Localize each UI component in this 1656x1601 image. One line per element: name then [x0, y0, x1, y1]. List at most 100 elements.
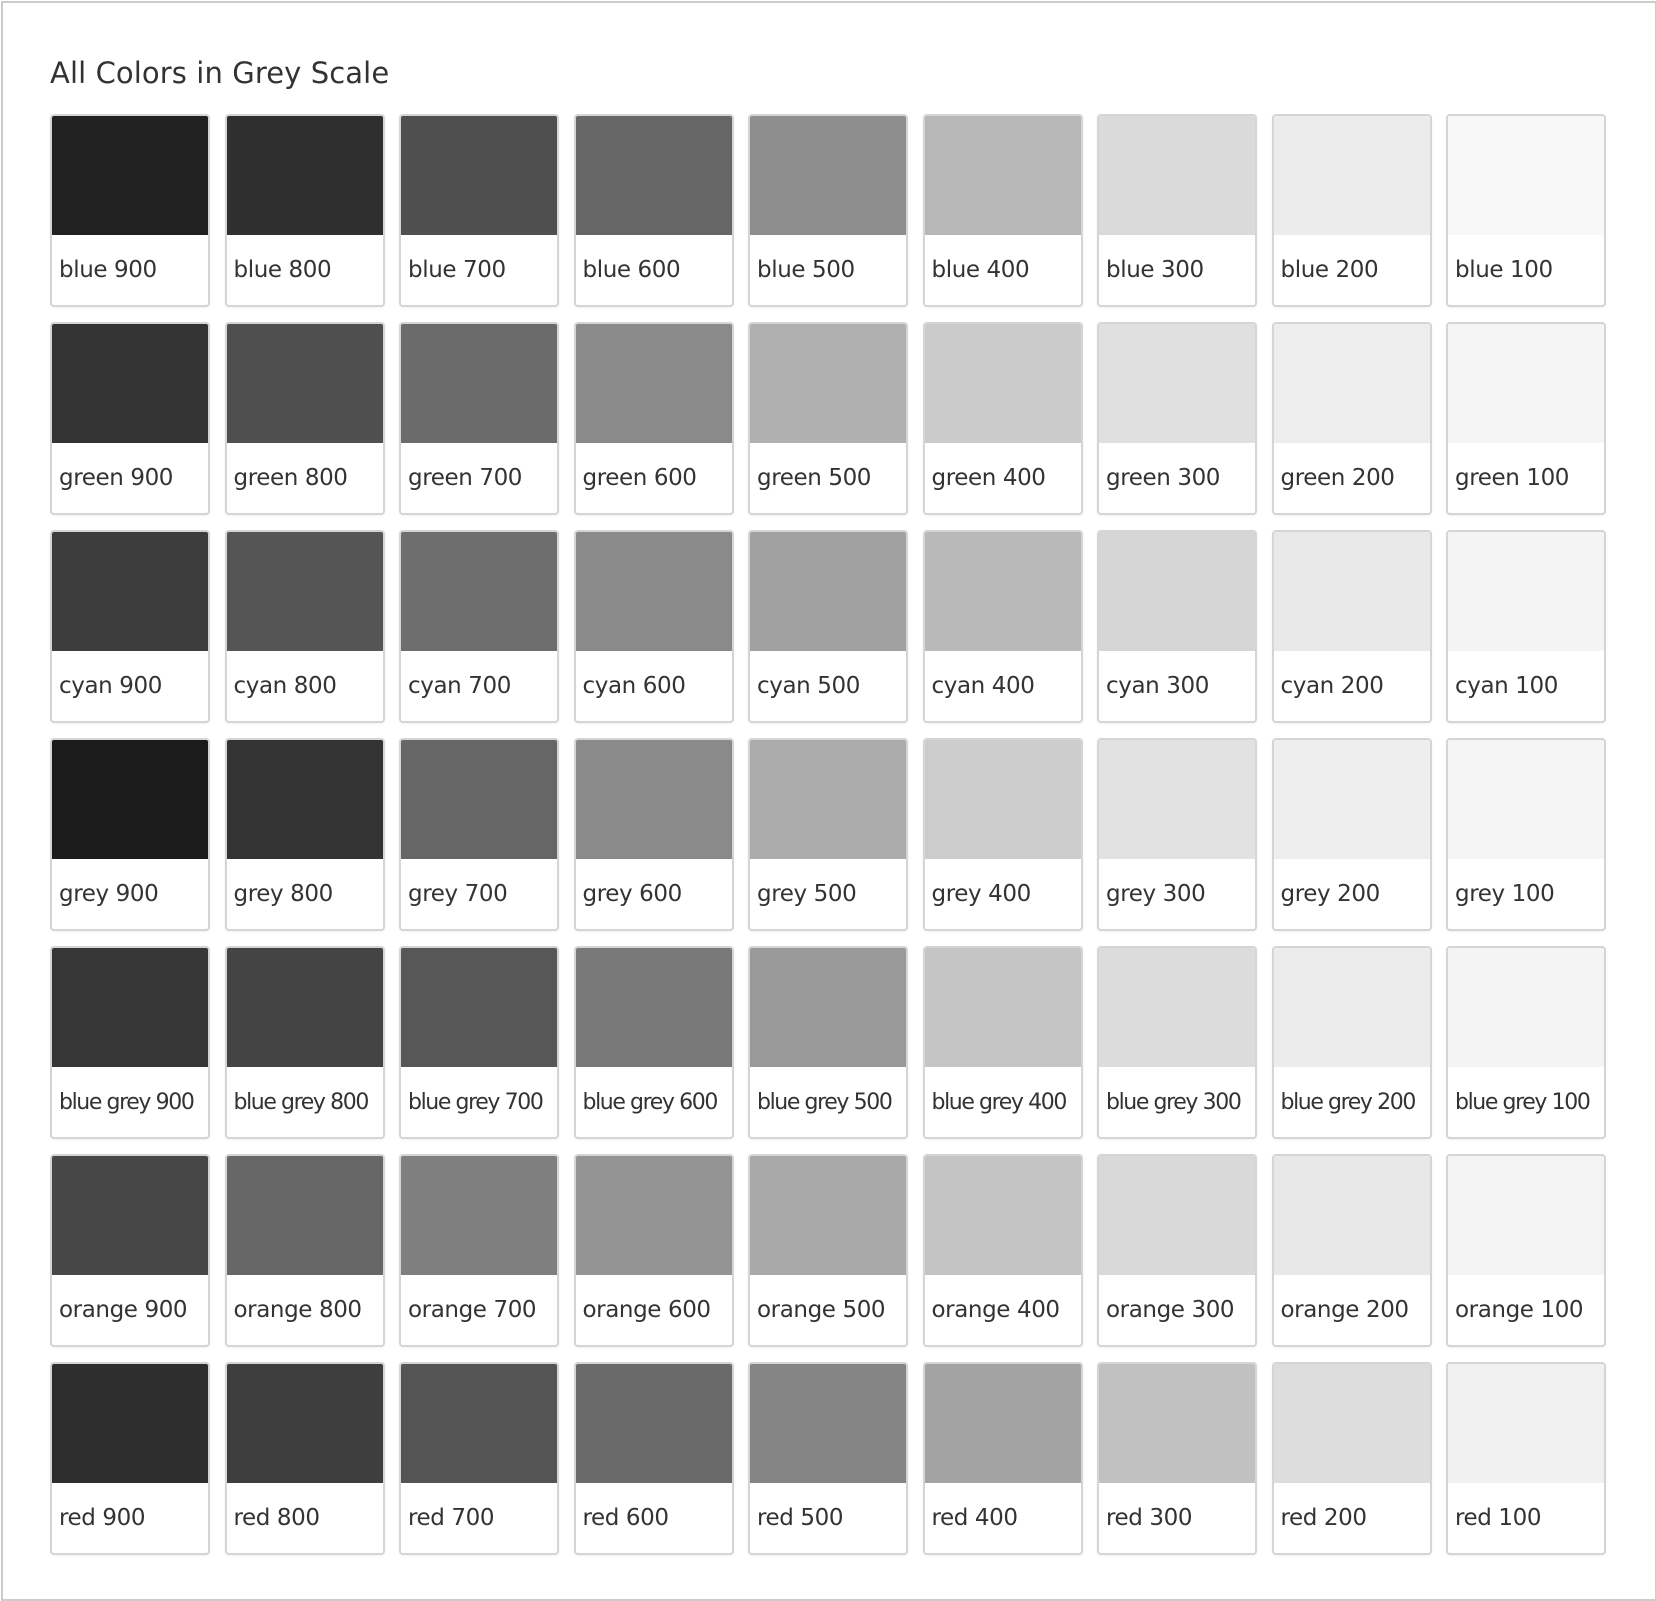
- color-swatch[interactable]: cyan 100: [1446, 530, 1606, 723]
- color-swatch[interactable]: red 500: [748, 1362, 908, 1555]
- color-swatch[interactable]: blue grey 700: [399, 946, 559, 1139]
- color-swatch[interactable]: blue 600: [573, 114, 734, 307]
- color-swatch[interactable]: cyan 300: [1097, 530, 1257, 723]
- color-chip: [1099, 116, 1255, 235]
- color-chip: [575, 1156, 732, 1275]
- color-swatch[interactable]: grey 300: [1097, 738, 1257, 931]
- color-chip: [924, 948, 1081, 1067]
- swatch-label: green 800: [233, 465, 348, 491]
- swatch-grid: blue 900 blue 800 blue 700 blue 600 blue 500…: [50, 114, 1606, 1555]
- color-swatch[interactable]: blue grey 300: [1097, 946, 1257, 1139]
- color-chip: [401, 1156, 557, 1275]
- color-swatch[interactable]: blue grey 500: [748, 946, 908, 1139]
- color-swatch[interactable]: red 600: [573, 1362, 734, 1555]
- color-swatch[interactable]: blue 300: [1097, 114, 1257, 307]
- color-swatch[interactable]: cyan 900: [50, 530, 210, 723]
- color-swatch[interactable]: green 600: [573, 322, 734, 515]
- color-chip: [226, 948, 383, 1067]
- color-swatch[interactable]: blue 700: [399, 114, 559, 307]
- color-swatch[interactable]: grey 900: [50, 738, 210, 931]
- color-swatch[interactable]: orange 800: [224, 1154, 385, 1347]
- color-swatch[interactable]: blue 800: [224, 114, 385, 307]
- swatch-label: blue grey 700: [408, 1089, 544, 1115]
- color-swatch[interactable]: green 400: [922, 322, 1083, 515]
- color-swatch[interactable]: blue grey 800: [224, 946, 385, 1139]
- color-swatch[interactable]: cyan 500: [748, 530, 908, 723]
- color-swatch[interactable]: cyan 800: [224, 530, 385, 723]
- color-chip: [52, 532, 208, 651]
- color-chip: [401, 740, 557, 859]
- color-swatch[interactable]: orange 400: [922, 1154, 1083, 1347]
- color-swatch[interactable]: red 100: [1446, 1362, 1606, 1555]
- color-swatch[interactable]: blue 100: [1446, 114, 1606, 307]
- color-swatch[interactable]: grey 200: [1271, 738, 1432, 931]
- color-swatch[interactable]: green 300: [1097, 322, 1257, 515]
- color-chip: [401, 116, 557, 235]
- swatch-label: cyan 900: [59, 673, 162, 699]
- color-swatch[interactable]: red 800: [224, 1362, 385, 1555]
- color-swatch[interactable]: blue grey 900: [50, 946, 210, 1139]
- color-swatch[interactable]: green 100: [1446, 322, 1606, 515]
- swatch-label: red 700: [408, 1505, 495, 1531]
- swatch-label: cyan 200: [1280, 673, 1384, 699]
- color-chip: [750, 324, 906, 443]
- color-chip: [1273, 948, 1430, 1067]
- color-chip: [401, 532, 557, 651]
- color-swatch[interactable]: grey 600: [573, 738, 734, 931]
- color-swatch[interactable]: red 200: [1271, 1362, 1432, 1555]
- color-swatch[interactable]: green 500: [748, 322, 908, 515]
- color-chip: [226, 532, 383, 651]
- color-swatch[interactable]: grey 700: [399, 738, 559, 931]
- color-swatch[interactable]: blue grey 200: [1271, 946, 1432, 1139]
- color-swatch[interactable]: green 700: [399, 322, 559, 515]
- color-swatch[interactable]: orange 900: [50, 1154, 210, 1347]
- color-swatch[interactable]: grey 500: [748, 738, 908, 931]
- color-swatch[interactable]: orange 600: [573, 1154, 734, 1347]
- color-swatch[interactable]: blue 200: [1271, 114, 1432, 307]
- color-swatch[interactable]: grey 400: [922, 738, 1083, 931]
- page-title: All Colors in Grey Scale: [50, 56, 390, 90]
- color-swatch[interactable]: red 700: [399, 1362, 559, 1555]
- color-swatch[interactable]: orange 100: [1446, 1154, 1606, 1347]
- swatch-label: red 200: [1280, 1505, 1368, 1531]
- color-chip: [1448, 1364, 1604, 1483]
- color-swatch[interactable]: green 900: [50, 322, 210, 515]
- color-chip: [924, 116, 1081, 235]
- color-swatch[interactable]: blue grey 600: [573, 946, 734, 1139]
- swatch-label: grey 300: [1106, 881, 1206, 907]
- color-chip: [1099, 532, 1255, 651]
- color-swatch[interactable]: red 400: [922, 1362, 1083, 1555]
- swatch-label: green 200: [1280, 465, 1395, 491]
- color-swatch[interactable]: blue grey 100: [1446, 946, 1606, 1139]
- color-chip: [1273, 740, 1430, 859]
- color-swatch[interactable]: blue grey 400: [922, 946, 1083, 1139]
- swatch-label: green 900: [59, 465, 174, 491]
- color-swatch[interactable]: cyan 200: [1271, 530, 1432, 723]
- color-chip: [750, 532, 906, 651]
- color-swatch[interactable]: grey 800: [224, 738, 385, 931]
- color-swatch[interactable]: blue 400: [922, 114, 1083, 307]
- color-chip: [924, 324, 1081, 443]
- color-swatch[interactable]: orange 700: [399, 1154, 559, 1347]
- color-swatch[interactable]: cyan 600: [573, 530, 734, 723]
- swatch-label: green 700: [408, 465, 523, 491]
- color-swatch[interactable]: cyan 700: [399, 530, 559, 723]
- color-swatch[interactable]: red 900: [50, 1362, 210, 1555]
- color-chip: [401, 948, 557, 1067]
- color-swatch[interactable]: blue 900: [50, 114, 210, 307]
- swatch-label: red 100: [1455, 1505, 1542, 1531]
- color-swatch[interactable]: grey 100: [1446, 738, 1606, 931]
- color-swatch[interactable]: green 200: [1271, 322, 1432, 515]
- color-swatch[interactable]: blue 500: [748, 114, 908, 307]
- swatch-label: orange 300: [1106, 1297, 1235, 1323]
- color-swatch[interactable]: orange 300: [1097, 1154, 1257, 1347]
- color-swatch[interactable]: cyan 400: [922, 530, 1083, 723]
- swatch-label: orange 900: [59, 1297, 188, 1323]
- color-chip: [575, 324, 732, 443]
- color-swatch[interactable]: green 800: [224, 322, 385, 515]
- color-swatch[interactable]: orange 200: [1271, 1154, 1432, 1347]
- color-swatch[interactable]: orange 500: [748, 1154, 908, 1347]
- color-chip: [226, 116, 383, 235]
- color-swatch[interactable]: red 300: [1097, 1362, 1257, 1555]
- swatch-label: green 600: [582, 465, 697, 491]
